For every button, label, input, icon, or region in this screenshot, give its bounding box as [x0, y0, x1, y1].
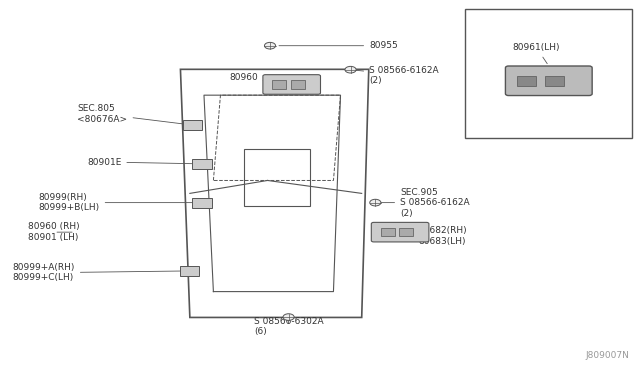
FancyBboxPatch shape	[399, 228, 413, 236]
Text: 80901E: 80901E	[87, 157, 199, 167]
Text: 80960: 80960	[229, 73, 289, 84]
FancyBboxPatch shape	[180, 266, 200, 276]
FancyBboxPatch shape	[192, 198, 212, 208]
Text: 80999(RH)
80999+B(LH): 80999(RH) 80999+B(LH)	[38, 193, 199, 212]
Text: S 08566-6162A
(2): S 08566-6162A (2)	[353, 65, 439, 85]
Text: 80955: 80955	[279, 41, 398, 50]
Text: 80960 (RH)
80901 (LH): 80960 (RH) 80901 (LH)	[28, 222, 80, 242]
Text: SEC.905
S 08566-6162A
(2): SEC.905 S 08566-6162A (2)	[378, 188, 470, 218]
FancyBboxPatch shape	[506, 66, 592, 96]
Circle shape	[370, 199, 381, 206]
FancyBboxPatch shape	[381, 228, 394, 236]
Text: J809007N: J809007N	[586, 350, 629, 359]
FancyBboxPatch shape	[192, 159, 212, 169]
Text: SEC.805
<80676A>: SEC.805 <80676A>	[77, 104, 190, 125]
Text: S 08566-6302A
(6): S 08566-6302A (6)	[254, 317, 323, 336]
Text: 80999+A(RH)
80999+C(LH): 80999+A(RH) 80999+C(LH)	[13, 263, 187, 282]
FancyBboxPatch shape	[182, 120, 202, 130]
FancyBboxPatch shape	[291, 80, 305, 89]
Circle shape	[264, 42, 276, 49]
FancyBboxPatch shape	[273, 80, 286, 89]
FancyBboxPatch shape	[371, 222, 429, 242]
FancyBboxPatch shape	[545, 76, 564, 86]
FancyBboxPatch shape	[465, 9, 632, 138]
Text: 80961(LH): 80961(LH)	[513, 43, 560, 64]
FancyBboxPatch shape	[244, 150, 310, 206]
Circle shape	[345, 66, 356, 73]
FancyBboxPatch shape	[517, 76, 536, 86]
Circle shape	[283, 314, 294, 320]
FancyBboxPatch shape	[263, 75, 321, 94]
Text: 80682(RH)
80683(LH): 80682(RH) 80683(LH)	[403, 226, 467, 246]
